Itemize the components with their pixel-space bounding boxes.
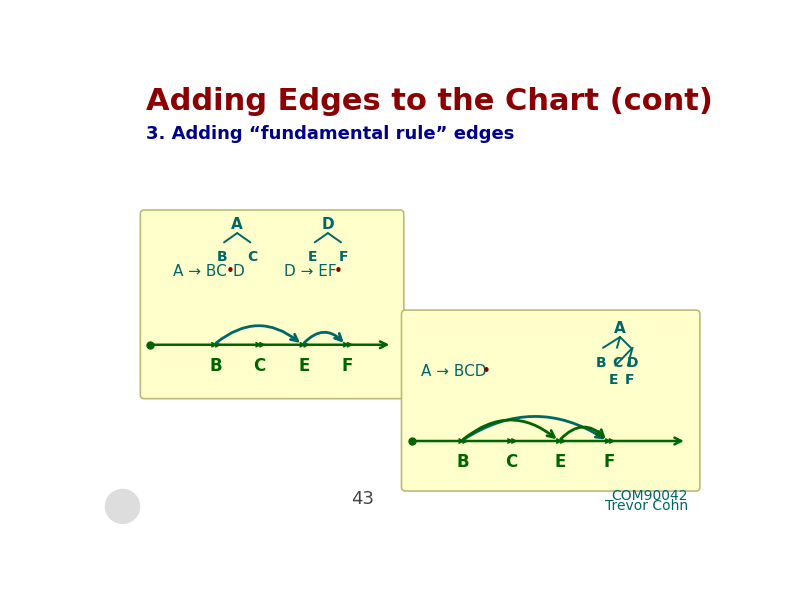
Text: C: C xyxy=(248,250,258,264)
Text: C: C xyxy=(253,357,266,375)
Text: 3. Adding “fundamental rule” edges: 3. Adding “fundamental rule” edges xyxy=(146,126,515,143)
Text: A → BC: A → BC xyxy=(173,264,226,279)
Text: E: E xyxy=(307,250,317,264)
Text: B: B xyxy=(217,250,227,264)
Text: E: E xyxy=(555,453,566,471)
FancyBboxPatch shape xyxy=(141,210,404,399)
Text: B: B xyxy=(209,357,222,375)
Text: D → EF: D → EF xyxy=(283,264,337,279)
Text: D: D xyxy=(233,264,245,279)
Text: A: A xyxy=(231,217,243,231)
Text: •: • xyxy=(225,264,234,279)
Text: 43: 43 xyxy=(351,490,374,508)
Text: C: C xyxy=(506,453,518,471)
Text: •: • xyxy=(333,264,342,279)
Text: A → BCD: A → BCD xyxy=(421,364,487,379)
Text: A: A xyxy=(615,321,626,336)
Text: •: • xyxy=(481,364,490,379)
Text: F: F xyxy=(603,453,615,471)
Text: C: C xyxy=(612,356,622,369)
Text: F: F xyxy=(625,373,634,387)
Text: Adding Edges to the Chart (cont): Adding Edges to the Chart (cont) xyxy=(146,87,713,116)
Circle shape xyxy=(106,490,140,524)
Text: F: F xyxy=(338,250,348,264)
Text: D: D xyxy=(322,217,334,231)
Text: E: E xyxy=(299,357,310,375)
Text: COM90042: COM90042 xyxy=(611,488,688,503)
Text: D: D xyxy=(626,356,638,369)
FancyBboxPatch shape xyxy=(402,310,700,491)
Text: F: F xyxy=(341,357,353,375)
Text: Trevor Cohn: Trevor Cohn xyxy=(605,499,688,513)
Text: E: E xyxy=(609,373,619,387)
Text: B: B xyxy=(457,453,469,471)
Text: B: B xyxy=(596,356,607,369)
